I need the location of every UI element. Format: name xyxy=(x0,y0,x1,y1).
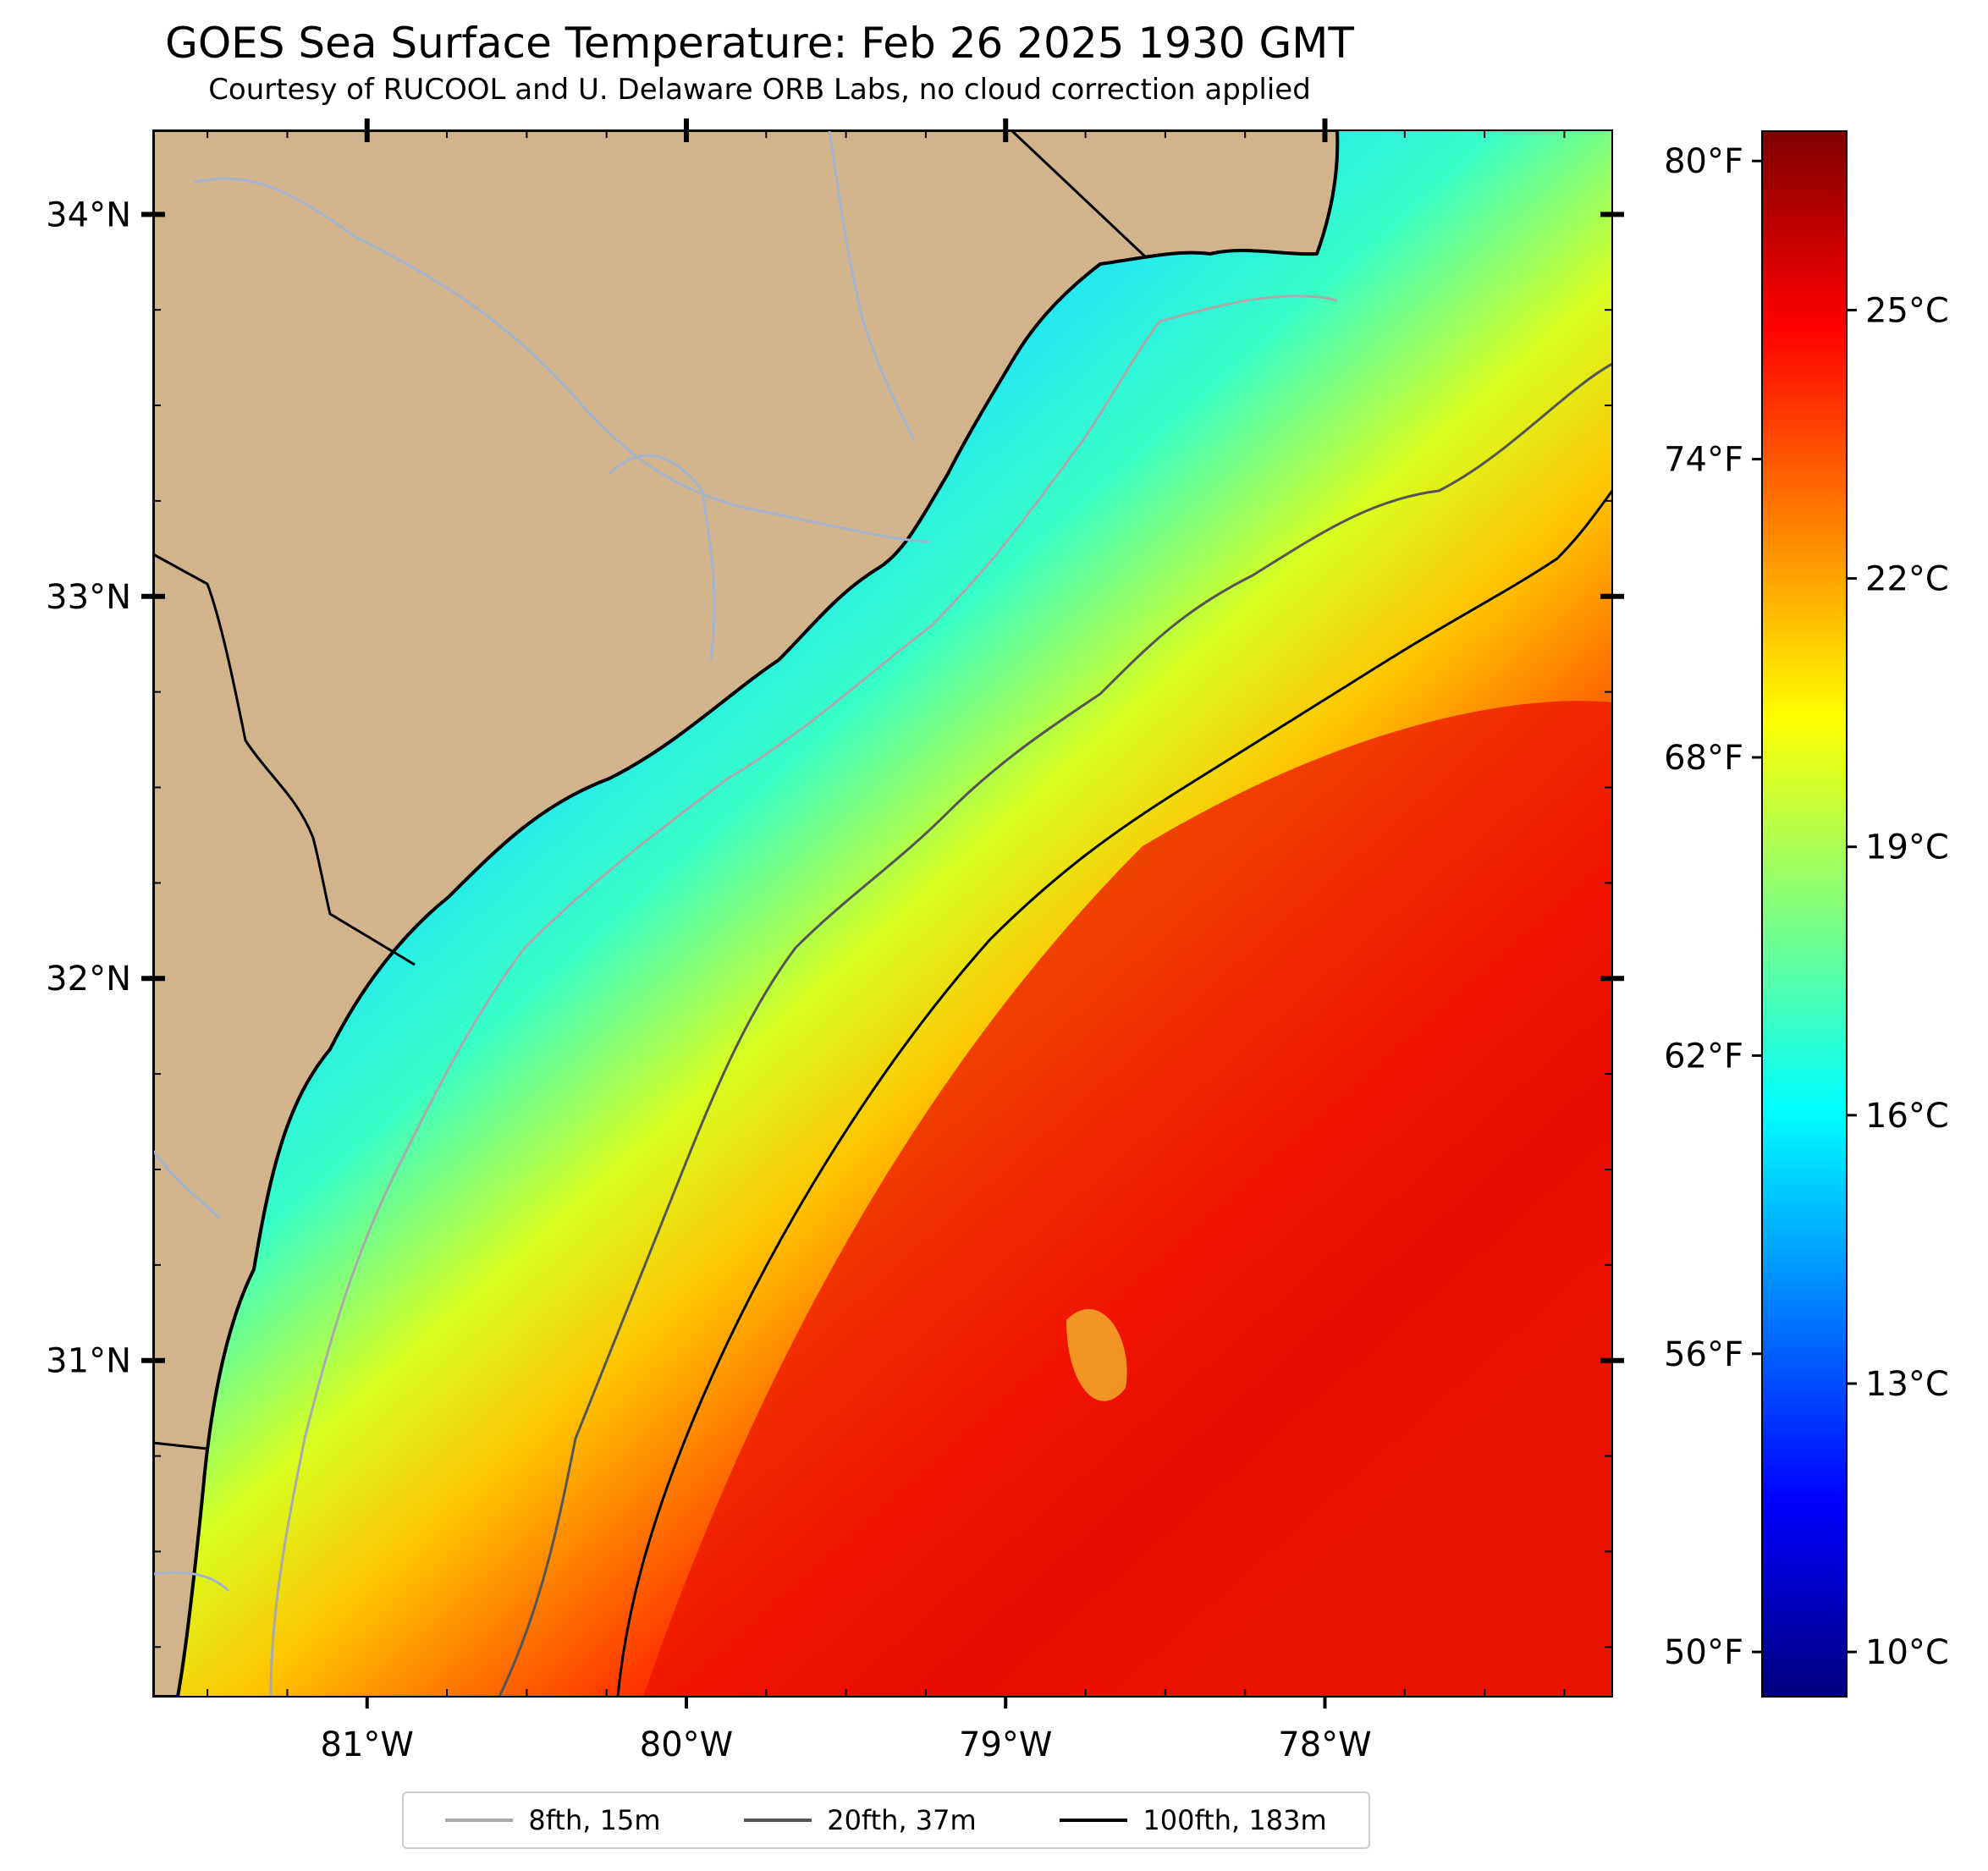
legend-label-8fth: 8fth, 15m xyxy=(528,1804,661,1836)
celsius-tick-label: 16°C xyxy=(1865,1097,1949,1136)
chart-title: GOES Sea Surface Temperature: Feb 26 202… xyxy=(165,19,1354,68)
legend-label-20fth: 20fth, 37m xyxy=(827,1804,977,1836)
fahrenheit-tick-label: 74°F xyxy=(1664,441,1743,480)
lon-tick-label: 78°W xyxy=(1278,1725,1371,1764)
isobath-20fth xyxy=(498,362,1612,1697)
fahrenheit-tick-label: 68°F xyxy=(1664,739,1743,778)
legend-swatch-8fth xyxy=(445,1819,514,1822)
fahrenheit-tick-label: 50°F xyxy=(1664,1633,1743,1672)
isobath-legend: 8fth, 15m 20fth, 37m 100fth, 183m xyxy=(402,1791,1370,1849)
colorbar xyxy=(1761,130,1848,1698)
celsius-tick-label: 10°C xyxy=(1865,1633,1949,1672)
fahrenheit-tick-label: 80°F xyxy=(1664,142,1743,181)
celsius-tick-label: 22°C xyxy=(1865,560,1949,599)
state-borders xyxy=(153,130,1148,1450)
land xyxy=(153,130,1340,1697)
lat-tick-label: 33°N xyxy=(46,578,131,617)
isobath-8fth xyxy=(269,294,1338,1697)
celsius-tick-label: 19°C xyxy=(1865,828,1949,867)
lon-tick-label: 81°W xyxy=(321,1725,414,1764)
chart-subtitle: Courtesy of RUCOOL and U. Delaware ORB L… xyxy=(208,73,1311,107)
legend-item-100fth: 100fth, 183m xyxy=(1060,1804,1327,1836)
cool-eddy-patch xyxy=(1066,1309,1127,1401)
map-ticks: 81°W 80°W 79°W 78°W 34°N 33°N 32°N 31°N xyxy=(46,118,1624,1764)
celsius-tick-label: 25°C xyxy=(1865,291,1949,330)
isobath-100fth xyxy=(616,490,1612,1697)
lat-tick-label: 34°N xyxy=(46,195,131,234)
rivers xyxy=(153,130,932,1593)
warm-core-overlay xyxy=(643,701,1612,1697)
legend-item-20fth: 20fth, 37m xyxy=(744,1804,977,1836)
celsius-tick-label: 13°C xyxy=(1865,1365,1949,1404)
legend-label-100fth: 100fth, 183m xyxy=(1143,1804,1327,1836)
legend-item-8fth: 8fth, 15m xyxy=(445,1804,660,1836)
map-area xyxy=(153,130,1612,1697)
legend-swatch-20fth xyxy=(744,1819,812,1822)
lat-tick-label: 32°N xyxy=(46,960,131,999)
fahrenheit-tick-label: 56°F xyxy=(1664,1335,1743,1374)
colorbar-ticks: 10°C 13°C 16°C 19°C 22°C 25°C 50°F 56°F 62°F 68°F… xyxy=(1664,142,1949,1672)
legend-swatch-100fth xyxy=(1060,1819,1128,1822)
lat-tick-label: 31°N xyxy=(46,1342,131,1381)
isobaths xyxy=(269,294,1612,1697)
fahrenheit-tick-label: 62°F xyxy=(1664,1037,1743,1076)
map-frame xyxy=(152,129,1613,1698)
lon-tick-label: 80°W xyxy=(640,1725,733,1764)
lon-tick-label: 79°W xyxy=(959,1725,1052,1764)
